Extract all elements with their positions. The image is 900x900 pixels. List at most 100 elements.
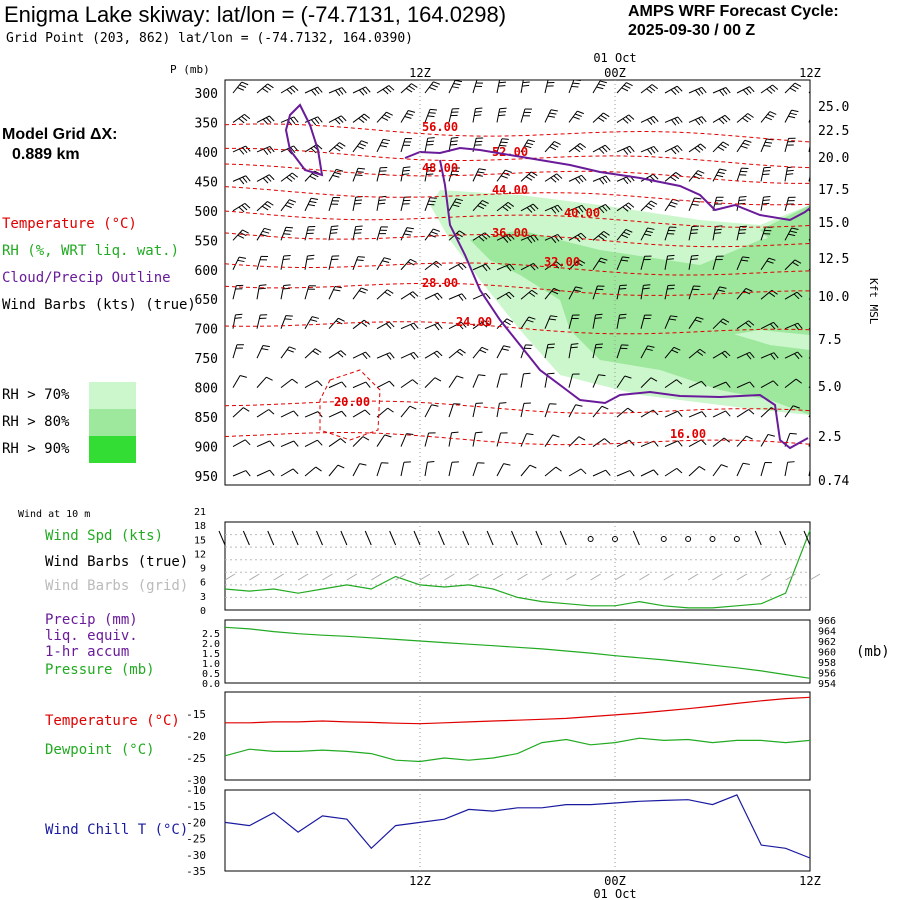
wind-barb: [496, 80, 507, 94]
wind-barb-feather: [822, 323, 826, 328]
wind-barb-feather: [670, 315, 678, 318]
wind-barb-shaft: [304, 439, 318, 447]
wind-barb-feather: [427, 203, 435, 206]
legend-rh80-label: RH > 80%: [2, 414, 70, 430]
wind-barb-feather: [403, 166, 411, 169]
wind-barb-feather: [364, 409, 371, 416]
pressure-label: Pressure (mb): [45, 662, 155, 678]
wind-barb-feather: [389, 380, 395, 387]
wind-barb: [616, 375, 632, 388]
wind-barb-shaft: [664, 410, 678, 418]
wind-barb-feather: [791, 109, 799, 113]
wind-barb: [304, 439, 323, 447]
wind-barb-feather: [622, 118, 629, 124]
wind-barb-shaft: [712, 410, 726, 418]
wind-barb: [376, 380, 395, 389]
wind-barb-feather: [404, 115, 412, 119]
wind-barb-feather: [331, 225, 339, 228]
wind-barb-feather: [341, 410, 347, 417]
wind-barb-feather: [498, 81, 507, 84]
wind-barb-shaft: [352, 381, 367, 389]
calm-wind-marker: [660, 536, 667, 542]
wind-barb-feather: [461, 293, 467, 300]
wind-barb-feather: [503, 172, 510, 176]
grid-wind-barb: [444, 573, 455, 581]
wind-barb-feather: [289, 346, 296, 350]
legend-rh70-swatch: [89, 382, 136, 409]
wind-barb-feather: [293, 116, 299, 123]
wind-barb: [640, 377, 658, 388]
wind-barb-feather: [677, 145, 683, 152]
wind-barb-feather: [505, 204, 512, 210]
wind-barb-feather: [695, 89, 701, 96]
wind-barb-feather: [282, 258, 291, 260]
wind-barb: [592, 285, 605, 300]
wind-barb-feather: [527, 139, 535, 143]
wind-barb-feather: [435, 260, 443, 266]
wind-barb-shaft: [328, 286, 336, 300]
wind-barb-feather: [573, 80, 581, 81]
wind-barb-feather: [598, 148, 605, 154]
wind-barb-feather: [477, 171, 485, 174]
wind-barb-feather: [238, 206, 245, 213]
wind-barb-feather: [556, 173, 563, 179]
wind-barb-shaft: [424, 322, 439, 330]
wind-barb: [568, 404, 583, 418]
wind-barb-shaft: [664, 226, 670, 241]
wind-barb-feather: [317, 439, 323, 446]
wind-barb-feather: [530, 235, 536, 243]
wind-barb-feather: [509, 263, 515, 271]
wind-barb: [640, 84, 659, 94]
wind-barb-feather: [238, 118, 245, 124]
wind-barb-feather: [745, 287, 753, 292]
wind-barb-shaft: [544, 434, 554, 447]
wind-barb-feather: [676, 468, 683, 474]
wind-barb: [712, 168, 727, 182]
wind-barb: [544, 109, 558, 123]
surface-wind-barb: [462, 530, 470, 546]
wind-barb-shaft: [616, 285, 621, 300]
wind-barb-shaft: [544, 344, 549, 359]
wind-barb-feather: [410, 258, 417, 263]
wind-barb-feather: [696, 351, 704, 356]
wind-barb-feather: [285, 315, 293, 317]
wind-barb-feather: [646, 88, 653, 94]
wind-barb: [808, 90, 810, 94]
wind-barb-feather: [309, 175, 317, 180]
wind-barb-feather: [484, 232, 491, 238]
wind-barb-feather: [575, 207, 581, 214]
wind-barb-feather: [529, 205, 536, 212]
wind-barb-shaft: [736, 381, 751, 389]
wind-barb-feather: [474, 110, 482, 113]
temperature-contours: 56.0052.0048.0044.0040.0036.0032.0028.00…: [225, 120, 810, 446]
pressure-tick: 960: [818, 648, 836, 659]
wind-barb-feather: [455, 198, 463, 202]
wind-barb-feather: [310, 89, 317, 96]
wind-barb-feather: [814, 198, 821, 199]
wind-barb-feather: [386, 353, 392, 360]
wind-barb: [520, 289, 538, 300]
wind-barb-feather: [384, 434, 392, 438]
wind-barb: [736, 113, 754, 123]
wind-barb-feather: [362, 88, 368, 95]
wind-barb: [784, 291, 803, 300]
wind-barb-feather: [459, 230, 466, 235]
wind-barb: [232, 375, 247, 388]
wind-barb-shaft: [520, 289, 533, 300]
wind-barb-feather: [505, 169, 512, 173]
wind-barb-feather: [264, 85, 272, 91]
wind-barb-feather: [696, 316, 704, 320]
wind-barb-shaft: [808, 356, 810, 359]
wind-barb-feather: [474, 114, 482, 117]
wind-barb-feather: [786, 169, 794, 172]
wind-barb: [400, 322, 419, 331]
wind-barb: [328, 286, 342, 300]
wind-barb: [472, 462, 485, 477]
wind-barb-feather: [501, 138, 509, 140]
wind-barb: [280, 315, 293, 329]
wind-barb-shaft: [592, 469, 606, 477]
wind-barb: [304, 197, 319, 212]
wind-barb-feather: [244, 113, 251, 120]
wind-barb: [544, 315, 558, 329]
wind-barb-shaft: [472, 346, 483, 359]
